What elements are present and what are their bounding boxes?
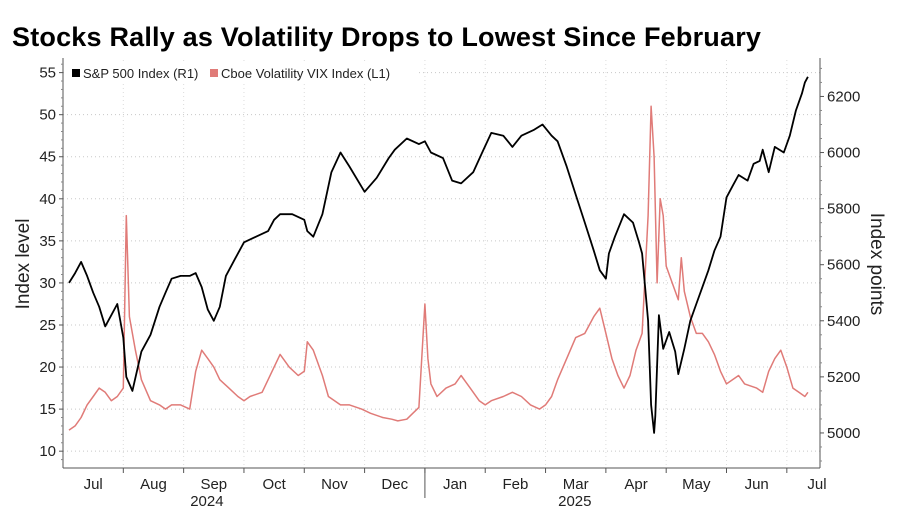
x-tick-label: Aug [140,476,167,493]
x-tick-label: Nov [321,476,348,493]
right-tick-label: 5000 [827,425,860,442]
x-tick-label: Sep [200,476,227,493]
x-tick-label: Jan [443,476,467,493]
x-tick-label: Oct [262,476,286,493]
left-axis-title: Index level [13,219,34,310]
plot-area [63,60,820,468]
series-line-vix [68,105,809,431]
right-tick-label: 5800 [827,201,860,218]
right-tick-label: 5400 [827,313,860,330]
left-tick-label: 30 [39,275,56,292]
left-tick-label: 25 [39,317,56,334]
right-tick-label: 6200 [827,88,860,105]
left-tick-label: 45 [39,149,56,166]
left-tick-label: 10 [39,443,56,460]
legend-label-vix: Cboe Volatility VIX Index (L1) [221,66,390,81]
legend-swatch-sp500 [72,69,80,77]
right-tick-label: 5200 [827,369,860,386]
x-tick-label: Feb [502,476,528,493]
left-tick-label: 35 [39,233,56,250]
right-tick-label: 5600 [827,257,860,274]
left-tick-label: 20 [39,359,56,376]
x-tick-label: Jul [807,476,826,493]
x-tick-label: Jul [84,476,103,493]
left-tick-label: 15 [39,401,56,418]
right-axis-title: Index points [866,213,887,315]
x-tick-label: Jun [745,476,769,493]
right-tick-label: 6000 [827,145,860,162]
legend-box [66,62,418,84]
x-tick-label: Apr [624,476,647,493]
legend-swatch-vix [210,69,218,77]
chart-title: Stocks Rally as Volatility Drops to Lowe… [12,22,762,52]
left-tick-label: 40 [39,191,56,208]
left-tick-label: 55 [39,65,56,82]
x-tick-label: May [682,476,711,493]
x-year-label: 2024 [190,493,223,510]
x-tick-label: Mar [563,476,589,493]
legend-label-sp500: S&P 500 Index (R1) [83,66,198,81]
x-tick-label: Dec [381,476,408,493]
left-tick-label: 50 [39,107,56,124]
x-year-label: 2025 [558,493,591,510]
series-line-sp500 [68,76,809,434]
